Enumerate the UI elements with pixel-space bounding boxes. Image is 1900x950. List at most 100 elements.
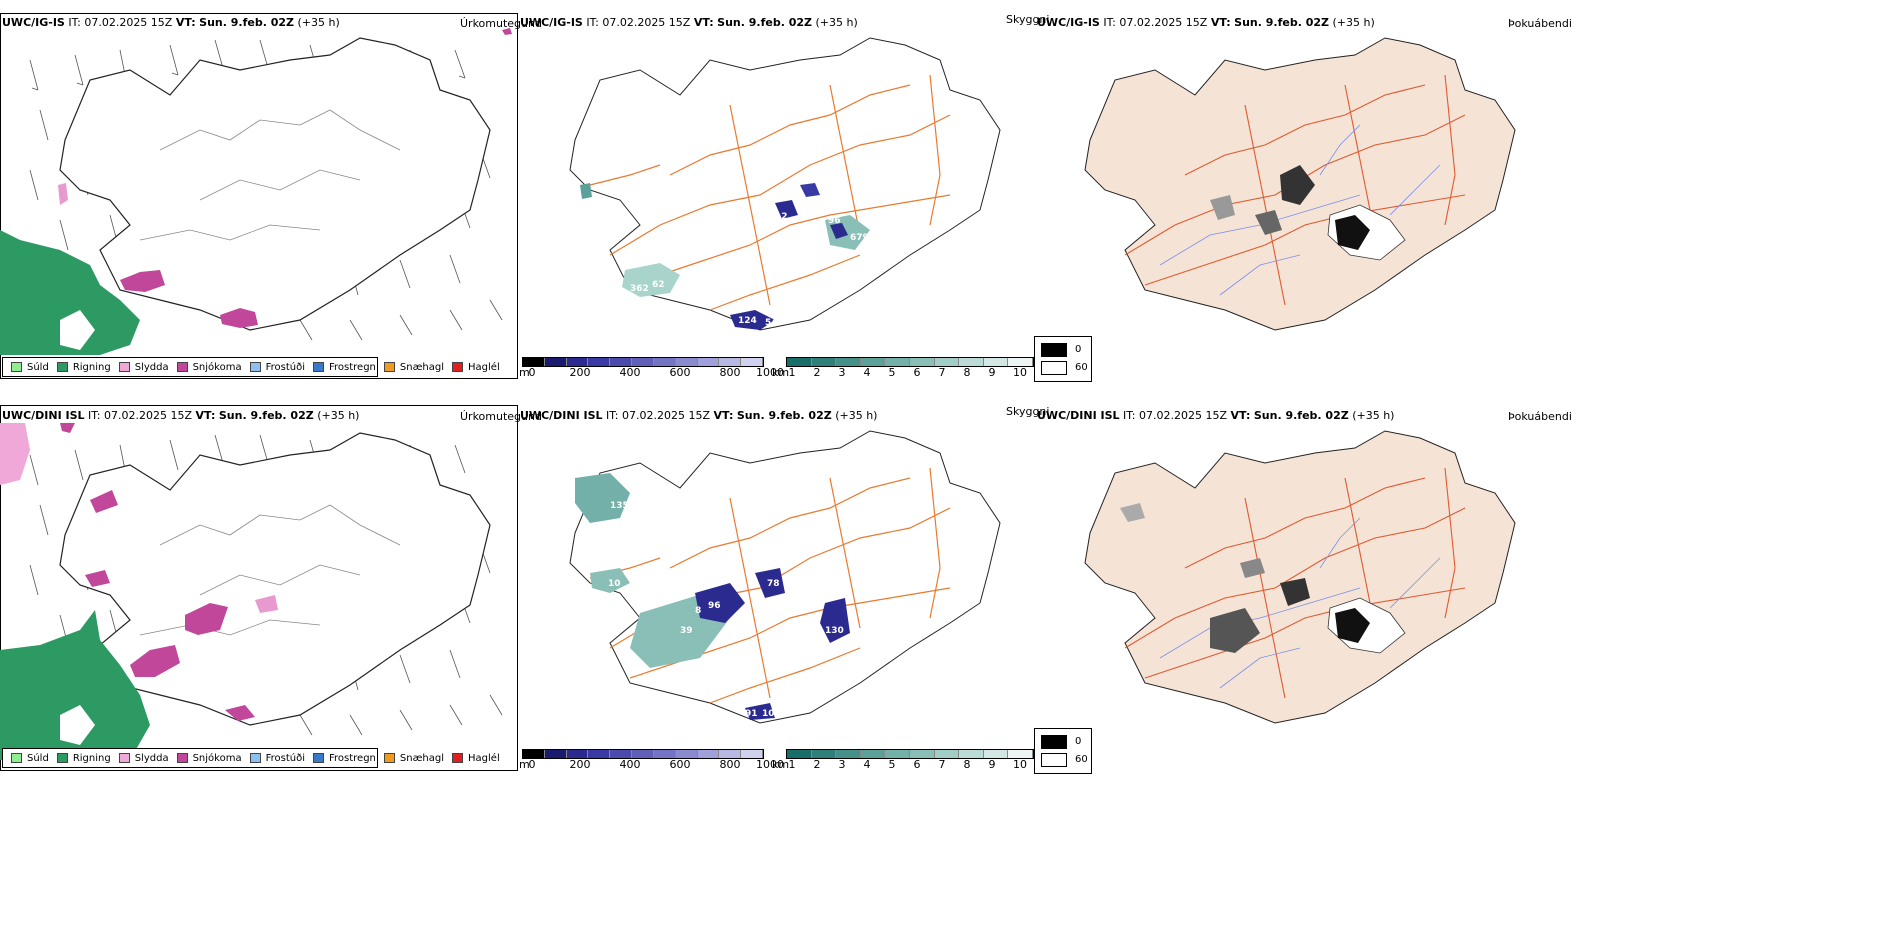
cbar-cell [566,750,589,758]
panel-title-top-fog: UWC/IG-IS IT: 07.02.2025 15Z VT: Sun. 9.… [1037,16,1375,29]
ceiling-colorbar-bottom [522,749,764,759]
map-value: 124 [738,316,757,326]
legend-item: Rigning [56,753,111,764]
cbar-cell [860,750,886,758]
ceiling-unit-top: m [519,366,530,379]
cbar-cell [811,358,837,366]
cbar-cell [934,750,960,758]
precip-panel-bottom [0,405,518,771]
cbar-cell [653,750,676,758]
legend-item: Haglél [452,753,500,764]
swatch-snaehagl [383,362,395,372]
legend-item: Slydda [118,362,169,373]
cbar-cell [836,358,861,366]
legend-item: Frostúði [249,753,305,764]
cbar-cell [860,358,886,366]
cbar-cell [983,750,1009,758]
cbar-cell [741,750,763,758]
cbar-cell [675,358,698,366]
cbar-cell [719,750,742,758]
fog-label-bottom: Þokuábendi [1508,410,1572,423]
cbar-cell [741,358,763,366]
cbar-cell [653,358,676,366]
visibility-unit-bottom: km [772,758,790,771]
precip-type-label-top: Úrkomutegund [460,17,542,30]
visibility-colorbar-bottom [786,749,1034,759]
cbar-cell [959,750,984,758]
fog-swatch-min [1041,361,1067,375]
precip-type-label-bottom: Úrkomutegund [460,410,542,423]
fog-map-bottom [1084,430,1516,724]
map-value: 101 [762,709,781,719]
cbar-cell [787,750,812,758]
cbar-cell [588,358,611,366]
visibility-map-top: 62 12 96 679 362 124 542 [569,37,1001,331]
panel-title-top-precip: UWC/IG-IS IT: 07.02.2025 15Z VT: Sun. 9.… [2,16,340,29]
cbar-cell [610,358,633,366]
visibility-unit-top: km [772,366,790,379]
visibility-colorbar-top [786,357,1034,367]
swatch-haglel [452,362,464,372]
visibility-map-bottom: 135 78 96 8 39 130 91 101 10 2 [569,430,1001,724]
precip-panel-top [0,13,518,379]
cbar-cell [588,750,611,758]
ceiling-unit-bottom: m [519,758,530,771]
swatch-frostregn [313,362,324,372]
map-value: 62 [652,280,665,290]
legend-item: Súld [11,753,49,764]
swatch-rigning [56,753,68,763]
fog-legend-bottom: 0 60 [1034,728,1092,774]
swatch-rigning [56,362,68,372]
map-value: 135 [610,501,629,511]
cbar-cell [697,358,720,366]
map-value: 96 [828,216,841,226]
swatch-haglel [452,753,464,763]
map-value: 679 [850,233,869,243]
legend-item: Súld [11,362,49,373]
precip-map-top [0,28,512,355]
legend-item: Snjókoma [176,753,242,764]
ceiling-colorbar-top [522,357,764,367]
swatch-frostregn [313,753,324,763]
fog-swatch-min [1041,753,1067,767]
legend-item: Snæhagl [383,362,444,373]
map-value: 542 [765,318,784,328]
swatch-slydda [118,753,130,763]
cbar-cell [836,750,861,758]
ceiling-ticks-bottom: 0 200 400 600 800 1000 [528,758,785,771]
map-value: 91 [745,709,758,719]
panel-title-bottom-precip: UWC/DINI ISL IT: 07.02.2025 15Z VT: Sun.… [2,409,360,422]
cbar-cell [632,358,654,366]
cbar-cell [811,750,837,758]
swatch-sudl [11,362,22,372]
map-value: 96 [708,601,721,611]
fog-label-top: Þokuábendi [1508,17,1572,30]
cbar-cell [566,358,589,366]
swatch-frostudi [249,362,261,372]
cbar-cell [697,750,720,758]
legend-item: Snjókoma [176,362,242,373]
swatch-slydda [118,362,130,372]
panel-title-bottom-visibility: UWC/DINI ISL IT: 07.02.2025 15Z VT: Sun.… [520,409,878,422]
legend-item: Slydda [118,753,169,764]
cbar-cell [787,358,812,366]
ceiling-ticks-top: 0 200 400 600 800 1000 [528,366,785,379]
cbar-cell [632,750,654,758]
map-value: 39 [680,626,693,636]
cbar-cell [610,750,633,758]
cbar-cell [544,750,567,758]
fog-map-top [1084,37,1516,331]
swatch-snaehagl [383,753,395,763]
map-value: 130 [825,626,844,636]
fog-swatch-max [1041,735,1067,749]
swatch-frostudi [249,753,261,763]
precip-legend-top: Súld Rigning Slydda Snjókoma Frostúði Fr… [2,357,500,377]
legend-item: Frostregn [313,362,376,373]
swatch-snjokoma [176,362,188,372]
visibility-ticks-top: 1 2 3 4 5 6 7 8 9 10 [788,366,1028,379]
map-value: 12 [775,212,788,222]
cbar-cell [959,358,984,366]
fog-legend-top: 0 60 [1034,336,1092,382]
cbar-cell [1008,358,1033,366]
legend-item: Frostregn [313,753,376,764]
